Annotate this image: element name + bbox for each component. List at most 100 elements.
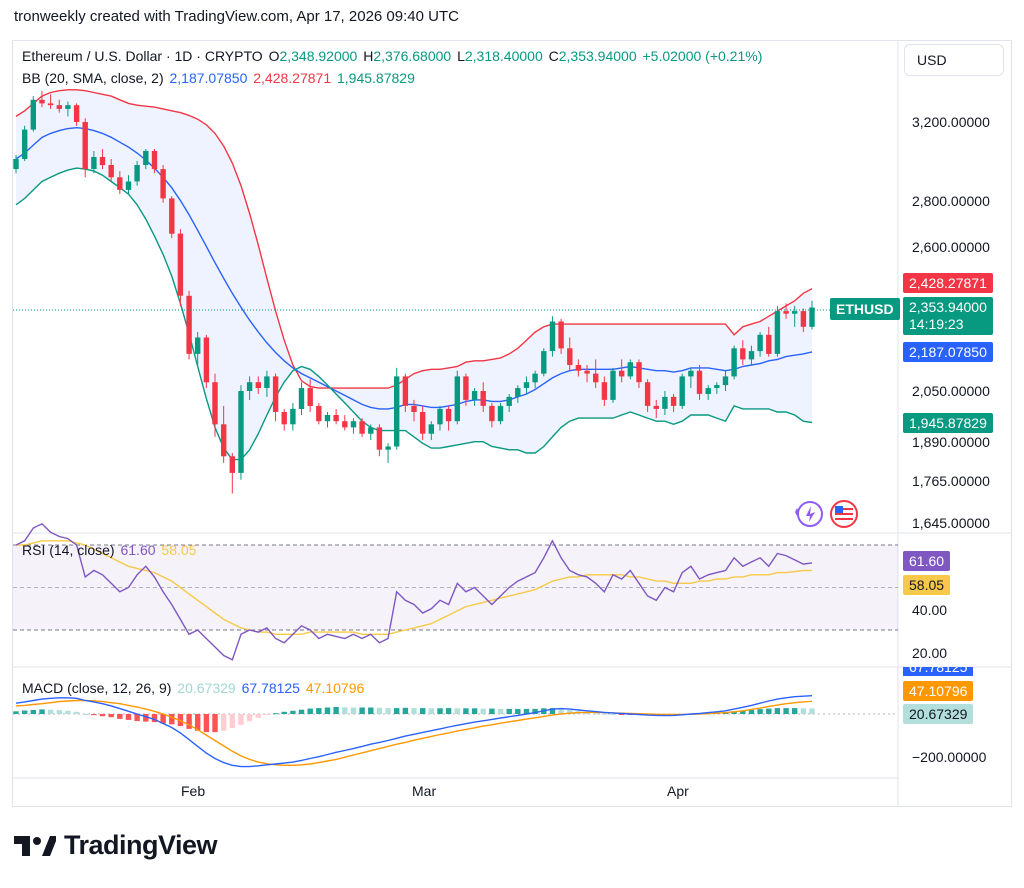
candle-body [411,405,417,412]
macd-tick: −200.00000 [912,749,987,765]
replay-icon[interactable] [795,501,823,527]
macd-histogram-bar [298,709,305,714]
macd-histogram-bar [264,714,270,716]
macd-histogram-bar [584,712,590,714]
candle-body [523,382,530,388]
candle-body [39,99,45,104]
rsi-tick: 20.00 [912,645,948,661]
candle-body [705,388,711,394]
macd-signal-value: 47.10796 [305,680,365,696]
candle-body [316,405,322,422]
low-value: 2,318.40000 [464,48,543,64]
candle-body [221,424,227,457]
candle-body [593,373,599,383]
candle-body [177,233,184,296]
symbol-title: Ethereum / U.S. Dollar · 1D · CRYPTO [22,48,263,64]
macd-histogram-bar [757,709,763,714]
candle-body [203,337,210,383]
close-label: C [548,48,559,64]
macd-histogram-bar [307,708,313,714]
candle-body [229,456,235,473]
currency-button[interactable]: USD [904,44,1004,76]
macd-histogram-bar [359,707,365,714]
candle-body [195,337,201,354]
macd-histogram-bar [532,708,538,714]
macd-histogram-bar [195,714,201,731]
candle-body [186,295,192,354]
macd-histogram-bar [792,708,798,714]
chart-frame [12,40,1012,807]
candle-body [82,122,88,170]
macd-histogram-bar [22,710,28,714]
candle-body [359,421,365,434]
macd-histogram-bar [445,708,452,714]
candle-body [238,391,244,473]
macd-signal-tag: 47.10796 [903,681,974,701]
candle-body [333,415,339,422]
macd-histogram-bar [160,714,166,724]
candle-body [541,351,547,374]
macd-histogram-bar [740,710,746,714]
macd-histogram-bar [30,710,36,714]
candle-body [454,376,460,422]
macd-histogram-bar [437,708,443,714]
last-price-tag: 2,353.94000 14:19:23 [903,297,993,335]
candle-body [575,365,582,371]
macd-histogram-bar [143,714,149,722]
candle-body [783,311,789,314]
candle-body [653,405,659,409]
candle-body [437,408,443,425]
macd-legend: MACD (close, 12, 26, 9) 20.67329 67.7812… [22,680,366,696]
candle-body [731,348,737,377]
high-value: 2,376.68000 [373,48,452,64]
macd-histogram-bar [748,710,755,714]
countdown-value: 14:19:23 [909,316,964,332]
candle-body [688,370,694,377]
macd-histogram-bar [774,708,781,714]
bb-lower-line [15,167,813,461]
macd-histogram-bar [463,708,469,714]
candle-body [65,105,71,109]
macd-histogram-bar [108,714,114,718]
footer-brand: TradingView [64,830,218,860]
candle-body [679,376,685,406]
candle-body [420,412,426,434]
rsi-legend: RSI (14, close) 61.60 58.05 [22,542,198,558]
macd-histogram-bar [350,707,357,714]
macd-label: MACD (close, 12, 26, 9) [22,680,172,696]
low-label: L [457,48,465,64]
macd-histogram-bar [731,711,737,714]
candle-body [480,391,486,406]
bb-upper-value: 2,428.27871 [253,70,332,86]
rsi-ma-tag: 58.05 [903,575,951,595]
candle-body [428,424,434,434]
macd-histogram-bar [342,707,348,715]
macd-hist-tag: 20.67329 [903,704,974,724]
candle-body [143,151,149,165]
candle-body [212,382,218,425]
candle-body [376,427,383,450]
candle-body [774,311,781,354]
candle-body [696,370,703,394]
candle-body [30,99,36,130]
candle-body [662,396,668,409]
change-value: +5.02000 (+0.21%) [642,48,763,64]
bb-upper-line [15,89,813,389]
high-label: H [363,48,374,64]
macd-tag-clip: 67.78125 [903,667,981,676]
macd-histogram-bar [333,707,339,714]
candle-body [766,334,772,354]
rsi-ma-line [16,540,813,635]
candle-body [394,376,400,447]
macd-histogram-bar [454,708,460,714]
macd-histogram-bar [549,708,556,714]
candle-body [246,382,253,391]
macd-histogram-bar [229,714,235,728]
symbol-legend: Ethereum / U.S. Dollar · 1D · CRYPTO O2,… [22,48,764,64]
macd-histogram-bar [125,714,132,720]
candle-body [567,348,573,365]
candle-body [515,388,521,397]
candle-body [497,405,504,422]
footer-logo[interactable]: TradingView [14,830,218,861]
